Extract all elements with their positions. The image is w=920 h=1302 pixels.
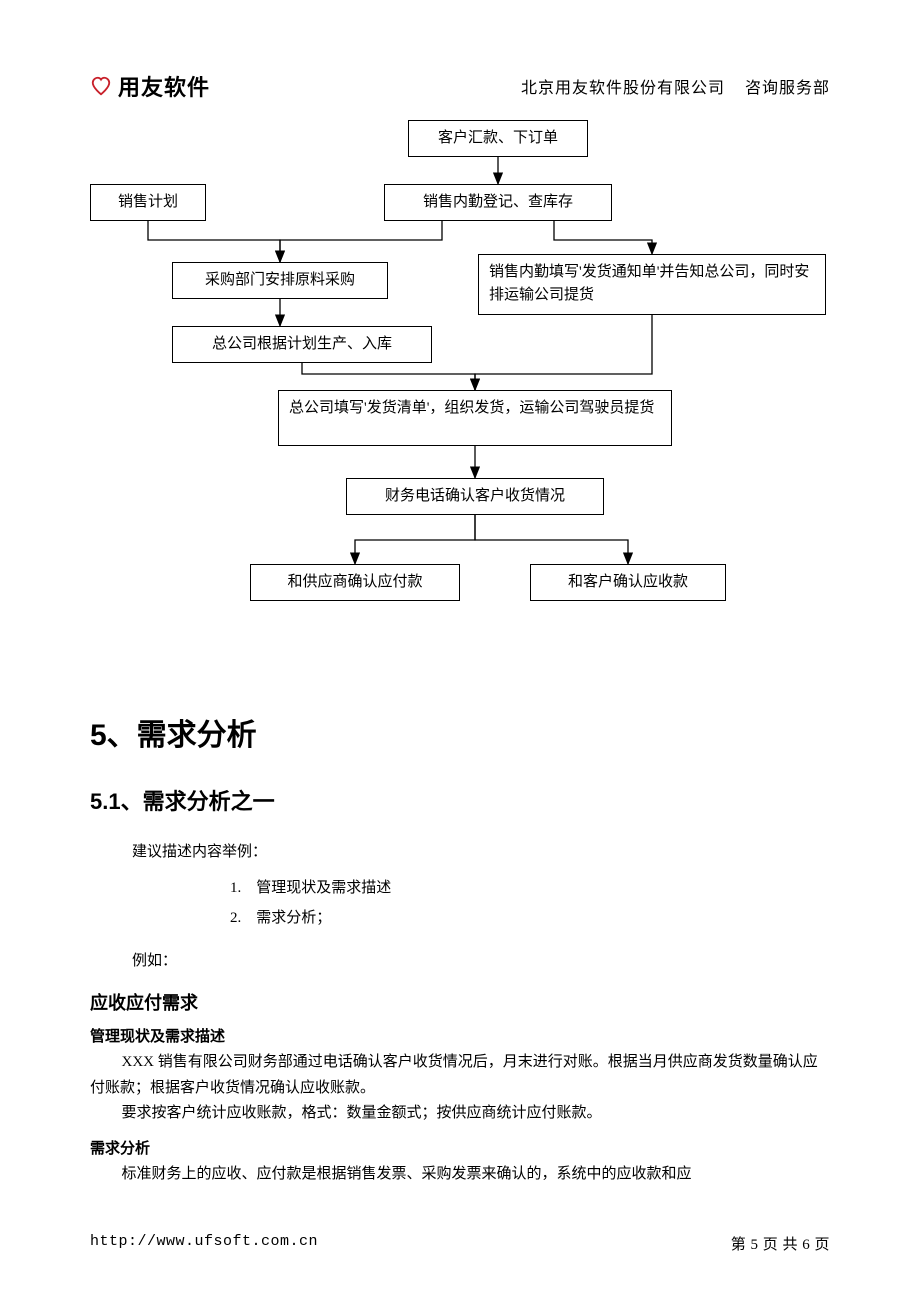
flow-node-n4: 销售内勤填写'发货通知单'并告知总公司，同时安排运输公司提货 xyxy=(478,254,826,315)
logo-block: 用友软件 xyxy=(90,70,210,102)
requirements-list: 1. 管理现状及需求描述2. 需求分析； xyxy=(90,873,830,933)
sub2-title: 需求分析 xyxy=(90,1137,830,1158)
sub1-title: 管理现状及需求描述 xyxy=(90,1025,830,1046)
logo-text: 用友软件 xyxy=(118,70,210,102)
sub1-p2: 要求按客户统计应收账款，格式：数量金额式；按供应商统计应付账款。 xyxy=(90,1101,830,1127)
sub2-p1: 标准财务上的应收、应付款是根据销售发票、采购发票来确认的，系统中的应收款和应 xyxy=(90,1162,830,1188)
flow-node-n0: 客户汇款、下订单 xyxy=(408,120,588,157)
footer-url: http://www.ufsoft.com.cn xyxy=(90,1233,318,1254)
flow-node-n2: 销售内勤登记、查库存 xyxy=(384,184,612,221)
heading-2: 5.1、需求分析之一 xyxy=(90,784,830,816)
flow-node-n3: 采购部门安排原料采购 xyxy=(172,262,388,299)
heart-logo-icon xyxy=(90,75,112,97)
page-header: 用友软件 北京用友软件股份有限公司 咨询服务部 xyxy=(90,70,830,102)
flow-node-n7: 财务电话确认客户收货情况 xyxy=(346,478,604,515)
header-company: 北京用友软件股份有限公司 咨询服务部 xyxy=(521,74,830,98)
process-flowchart: 客户汇款、下订单销售计划 销售内勤登记、查库存采购部门安排原料采购 销售内勤填写'发… xyxy=(90,120,830,650)
sub1-p1: XXX 销售有限公司财务部通过电话确认客户收货情况后，月末进行对账。根据当月供应… xyxy=(90,1050,830,1101)
flow-node-n9: 和客户确认应收款 xyxy=(530,564,726,601)
flow-node-n1: 销售计划 xyxy=(90,184,206,221)
document-page: 用友软件 北京用友软件股份有限公司 咨询服务部 客户汇款、下订单销售计划销售内勤… xyxy=(0,0,920,1302)
example-label: 例如： xyxy=(90,947,830,976)
heading-3: 应收应付需求 xyxy=(90,989,830,1015)
intro-text: 建议描述内容举例： xyxy=(90,838,830,867)
company-name: 北京用友软件股份有限公司 xyxy=(521,80,725,97)
page-footer: http://www.ufsoft.com.cn 第 5 页 共 6 页 xyxy=(90,1233,830,1254)
flow-node-n6: 总公司填写'发货清单'，组织发货，运输公司驾驶员提货 xyxy=(278,390,672,446)
list-item: 1. 管理现状及需求描述 xyxy=(230,873,830,903)
heading-1: 5、需求分析 xyxy=(90,710,830,754)
flow-node-n5: 总公司根据计划生产、入库 xyxy=(172,326,432,363)
list-item: 2. 需求分析； xyxy=(230,903,830,933)
dept-name: 咨询服务部 xyxy=(745,80,830,97)
flow-node-n8: 和供应商确认应付款 xyxy=(250,564,460,601)
footer-page: 第 5 页 共 6 页 xyxy=(731,1233,830,1254)
